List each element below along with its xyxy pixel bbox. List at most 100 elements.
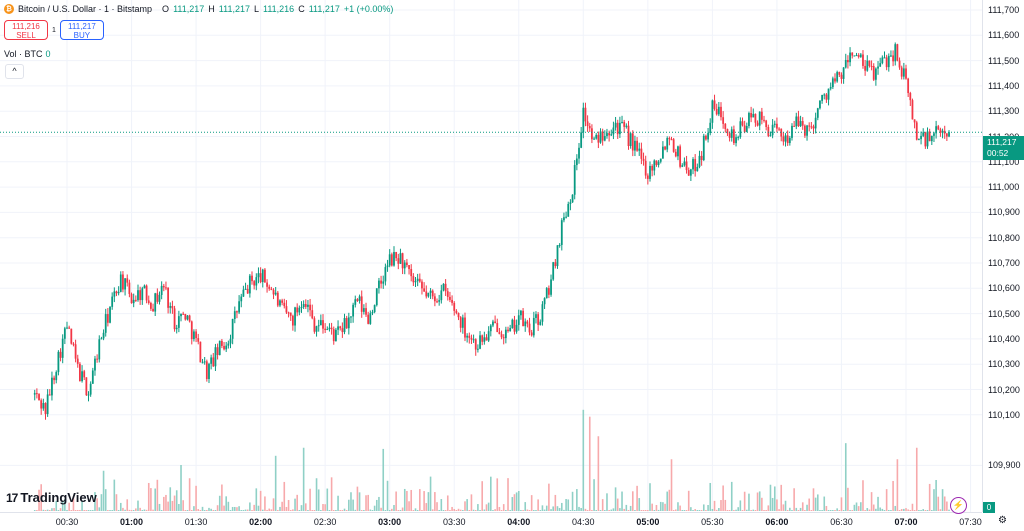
candle-body xyxy=(216,347,219,356)
candle-body xyxy=(547,288,550,295)
candle-body xyxy=(642,158,645,161)
candle-body xyxy=(169,306,172,308)
buy-button[interactable]: 111,217 BUY xyxy=(59,20,104,40)
volume-bar xyxy=(832,510,834,511)
candle-body xyxy=(659,158,662,162)
candle-body xyxy=(765,120,768,128)
volume-bar xyxy=(838,510,841,511)
candle-body xyxy=(350,316,352,318)
candle-body xyxy=(513,319,516,332)
candle-body xyxy=(42,402,45,409)
price-tick-label: 111,400 xyxy=(988,80,1020,91)
candle-body xyxy=(330,327,333,330)
candle-body xyxy=(750,113,753,118)
candle-body xyxy=(177,316,180,328)
volume-bar xyxy=(853,504,856,511)
symbol-legend[interactable]: ₿ Bitcoin / U.S. Dollar · 1 · Bitstamp O… xyxy=(4,4,393,14)
symbol-title[interactable]: Bitcoin / U.S. Dollar · 1 · Bitstamp xyxy=(18,4,153,14)
candlestick-chart[interactable] xyxy=(0,0,982,512)
candle-body xyxy=(595,134,598,139)
candle-body xyxy=(948,132,950,137)
candle-body xyxy=(636,140,638,151)
volume-bar xyxy=(406,490,408,511)
candle-body xyxy=(930,135,933,142)
volume-bar xyxy=(345,510,348,511)
candle-body xyxy=(388,254,391,266)
volume-bar xyxy=(606,493,608,511)
candle-body xyxy=(201,362,204,364)
volume-bar xyxy=(720,500,722,511)
spread-value: 1 xyxy=(52,26,56,34)
volume-bar xyxy=(668,489,671,511)
price-axis[interactable]: 111,700 111,600 111,500 111,400 111,300 111,2… xyxy=(982,0,1024,512)
gear-icon[interactable]: ⚙ xyxy=(998,515,1007,526)
candle-body xyxy=(834,78,836,82)
volume-bar xyxy=(453,508,456,511)
candle-body xyxy=(451,299,453,303)
volume-bar xyxy=(281,501,283,511)
volume-bar xyxy=(360,510,363,511)
candle-body xyxy=(599,131,602,143)
volume-bar xyxy=(195,485,197,511)
candle-body xyxy=(145,285,148,301)
volume-bar xyxy=(87,510,90,511)
candle-body xyxy=(156,293,159,302)
candle-body xyxy=(784,135,787,142)
candle-body xyxy=(864,65,867,71)
collapse-legend-button[interactable]: ^ xyxy=(5,64,24,79)
candle-body xyxy=(130,293,133,304)
chart-plot-area[interactable] xyxy=(0,0,982,512)
ohlc-high-value: 111,217 xyxy=(218,4,250,14)
candle-body xyxy=(126,278,129,283)
candle-body xyxy=(778,128,780,130)
volume-bar xyxy=(212,509,215,511)
volume-bar xyxy=(111,510,113,511)
volume-bar xyxy=(188,478,191,511)
candle-body xyxy=(184,313,187,320)
candle-body xyxy=(289,312,292,316)
candle-body xyxy=(429,290,432,293)
candle-body xyxy=(814,117,817,129)
candle-body xyxy=(418,278,421,282)
sell-button[interactable]: 111,216 SELL xyxy=(4,20,48,40)
time-tick-label: 02:00 xyxy=(249,517,273,527)
candle-body xyxy=(433,296,436,302)
volume-bar xyxy=(494,509,496,511)
time-tick-label: 05:30 xyxy=(701,517,724,527)
volume-bar xyxy=(881,508,884,511)
candle-body xyxy=(369,313,372,324)
candle-body xyxy=(515,324,518,332)
ohlc-high-label: H xyxy=(208,4,215,14)
volume-bar xyxy=(784,500,787,511)
candle-body xyxy=(797,116,800,127)
volume-legend[interactable]: Vol · BTC 0 xyxy=(4,49,51,59)
volume-bar xyxy=(33,510,36,511)
tradingview-logo[interactable]: 17 TradingView xyxy=(6,490,97,505)
candle-body xyxy=(803,125,806,136)
candle-body xyxy=(702,135,705,160)
volume-bar xyxy=(135,508,137,511)
candle-body xyxy=(926,131,929,147)
lightning-icon[interactable]: ⚡ xyxy=(950,497,967,514)
candle-body xyxy=(416,278,419,282)
candle-body xyxy=(83,371,86,378)
volume-bar xyxy=(92,510,94,511)
candle-body xyxy=(651,165,654,171)
time-axis[interactable]: 00:30 01:00 01:30 02:00 02:30 03:00 03:30 04:00… xyxy=(0,512,982,531)
volume-bar xyxy=(634,510,636,511)
volume-bar xyxy=(119,502,122,511)
candle-body xyxy=(375,288,378,306)
candle-body xyxy=(150,303,152,309)
volume-bar xyxy=(860,502,862,511)
volume-bar xyxy=(746,509,748,511)
volume-bar xyxy=(726,510,729,511)
volume-bar xyxy=(40,484,42,511)
volume-bar xyxy=(371,510,374,511)
candle-body xyxy=(896,44,899,61)
candle-body xyxy=(608,133,611,136)
candle-body xyxy=(885,57,888,68)
candle-body xyxy=(457,312,460,318)
candle-body xyxy=(33,393,36,395)
volume-bar xyxy=(507,478,509,511)
volume-bar xyxy=(294,498,296,511)
